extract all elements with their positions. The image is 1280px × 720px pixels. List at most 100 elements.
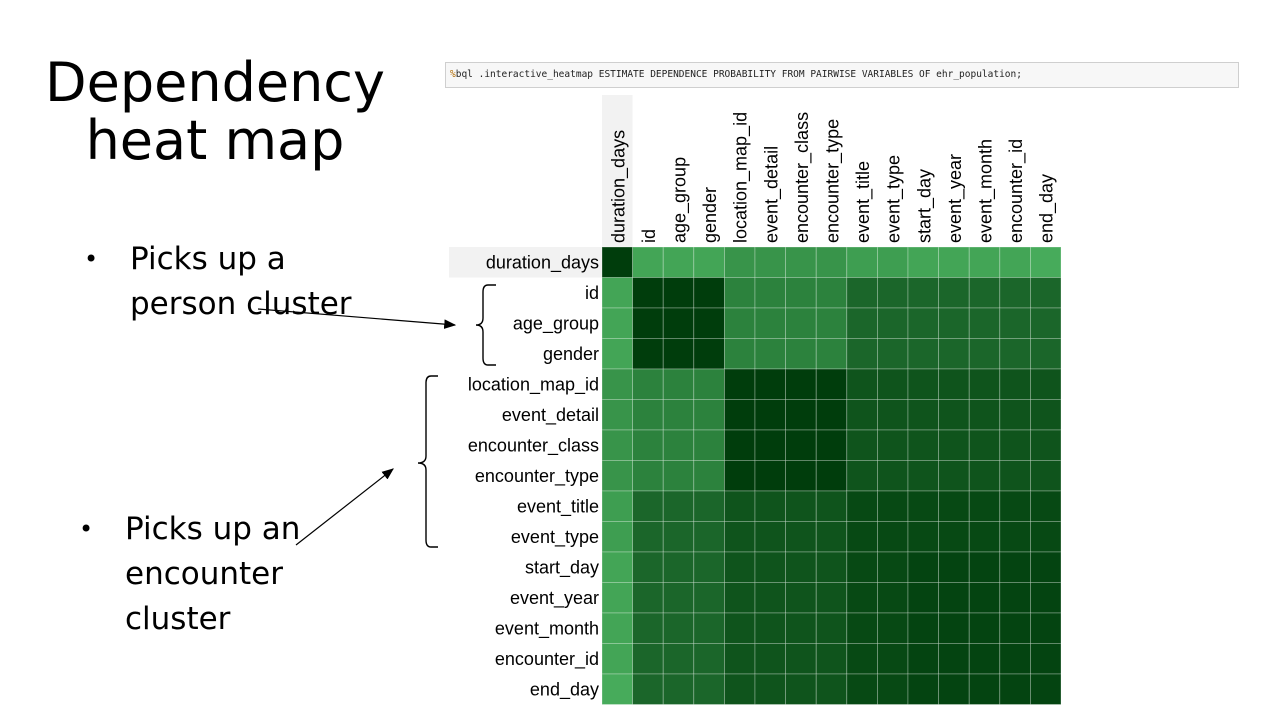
heatmap-cell[interactable] [785, 521, 817, 553]
heatmap-cell[interactable] [907, 246, 940, 278]
heatmap-cell[interactable] [1030, 612, 1062, 644]
heatmap-cell[interactable] [724, 307, 756, 339]
heatmap-cell[interactable] [846, 551, 878, 583]
heatmap-cell[interactable] [785, 429, 817, 461]
heatmap-cell[interactable] [815, 460, 848, 492]
heatmap-cell[interactable] [938, 460, 970, 492]
heatmap-cell[interactable] [877, 673, 909, 705]
heatmap-cell[interactable] [693, 460, 725, 492]
heatmap-cell[interactable] [662, 460, 695, 492]
heatmap-cell[interactable] [754, 246, 787, 278]
heatmap-cell[interactable] [724, 612, 756, 644]
heatmap-cell[interactable] [846, 582, 878, 614]
heatmap-cell[interactable] [662, 368, 695, 400]
heatmap-cell[interactable] [907, 643, 940, 675]
heatmap-cell[interactable] [999, 368, 1031, 400]
heatmap-cell[interactable] [968, 673, 1001, 705]
heatmap-cell[interactable] [968, 246, 1001, 278]
heatmap-cell[interactable] [724, 429, 756, 461]
heatmap-cell[interactable] [907, 551, 940, 583]
heatmap-cell[interactable] [693, 307, 725, 339]
heatmap-cell[interactable] [999, 490, 1031, 522]
heatmap-cell[interactable] [938, 521, 970, 553]
heatmap-cell[interactable] [601, 673, 634, 705]
heatmap-cell[interactable] [1030, 490, 1062, 522]
heatmap-cell[interactable] [693, 551, 725, 583]
heatmap-cell[interactable] [632, 490, 664, 522]
heatmap-cell[interactable] [1030, 338, 1062, 370]
heatmap-cell[interactable] [968, 338, 1001, 370]
heatmap-cell[interactable] [632, 338, 664, 370]
heatmap-cell[interactable] [754, 612, 787, 644]
heatmap-cell[interactable] [877, 307, 909, 339]
heatmap-cell[interactable] [846, 429, 878, 461]
heatmap-cell[interactable] [662, 277, 695, 309]
heatmap-cell[interactable] [693, 429, 725, 461]
heatmap-cell[interactable] [601, 643, 634, 675]
heatmap-cell[interactable] [877, 612, 909, 644]
heatmap-cell[interactable] [968, 612, 1001, 644]
heatmap-cell[interactable] [693, 277, 725, 309]
heatmap-cell[interactable] [724, 582, 756, 614]
heatmap-cell[interactable] [632, 307, 664, 339]
heatmap-cell[interactable] [785, 307, 817, 339]
heatmap-cell[interactable] [785, 582, 817, 614]
heatmap-cell[interactable] [846, 246, 878, 278]
heatmap-cell[interactable] [968, 277, 1001, 309]
heatmap-cell[interactable] [724, 246, 756, 278]
heatmap-cell[interactable] [754, 277, 787, 309]
heatmap-cell[interactable] [815, 338, 848, 370]
heatmap-cell[interactable] [877, 246, 909, 278]
heatmap-cell[interactable] [846, 521, 878, 553]
heatmap-cell[interactable] [815, 582, 848, 614]
heatmap-cell[interactable] [999, 521, 1031, 553]
heatmap-cell[interactable] [754, 490, 787, 522]
heatmap-cell[interactable] [632, 399, 664, 431]
heatmap-cell[interactable] [999, 338, 1031, 370]
heatmap-cell[interactable] [693, 673, 725, 705]
heatmap-cell[interactable] [999, 612, 1031, 644]
heatmap-cell[interactable] [938, 612, 970, 644]
heatmap-cell[interactable] [1030, 368, 1062, 400]
heatmap-cell[interactable] [999, 673, 1031, 705]
heatmap-cell[interactable] [938, 429, 970, 461]
heatmap-cell[interactable] [1030, 551, 1062, 583]
heatmap-cell[interactable] [693, 521, 725, 553]
heatmap-cell[interactable] [846, 490, 878, 522]
heatmap-cell[interactable] [999, 460, 1031, 492]
heatmap-cell[interactable] [662, 673, 695, 705]
heatmap-cell[interactable] [815, 429, 848, 461]
heatmap-cell[interactable] [968, 368, 1001, 400]
heatmap-cell[interactable] [754, 521, 787, 553]
heatmap-cell[interactable] [632, 246, 664, 278]
heatmap-cell[interactable] [632, 612, 664, 644]
heatmap-cell[interactable] [1030, 521, 1062, 553]
heatmap-cell[interactable] [754, 307, 787, 339]
heatmap-cell[interactable] [999, 277, 1031, 309]
heatmap-cell[interactable] [724, 521, 756, 553]
heatmap-cell[interactable] [785, 612, 817, 644]
heatmap-cell[interactable] [601, 368, 634, 400]
heatmap-cell[interactable] [601, 338, 634, 370]
heatmap-cell[interactable] [785, 368, 817, 400]
heatmap-cell[interactable] [846, 460, 878, 492]
heatmap-cell[interactable] [968, 643, 1001, 675]
heatmap-cell[interactable] [877, 490, 909, 522]
heatmap-cell[interactable] [877, 429, 909, 461]
heatmap-cell[interactable] [1030, 460, 1062, 492]
heatmap-cell[interactable] [724, 490, 756, 522]
heatmap-cell[interactable] [662, 612, 695, 644]
heatmap-cell[interactable] [938, 582, 970, 614]
heatmap-cell[interactable] [724, 277, 756, 309]
heatmap-cell[interactable] [999, 429, 1031, 461]
heatmap-cell[interactable] [907, 490, 940, 522]
heatmap-cell[interactable] [724, 338, 756, 370]
heatmap-cell[interactable] [1030, 307, 1062, 339]
heatmap-cell[interactable] [877, 277, 909, 309]
heatmap-cell[interactable] [999, 307, 1031, 339]
heatmap-cell[interactable] [815, 277, 848, 309]
heatmap-cell[interactable] [907, 307, 940, 339]
heatmap-cell[interactable] [1030, 582, 1062, 614]
heatmap-cell[interactable] [632, 582, 664, 614]
heatmap-cell[interactable] [877, 368, 909, 400]
